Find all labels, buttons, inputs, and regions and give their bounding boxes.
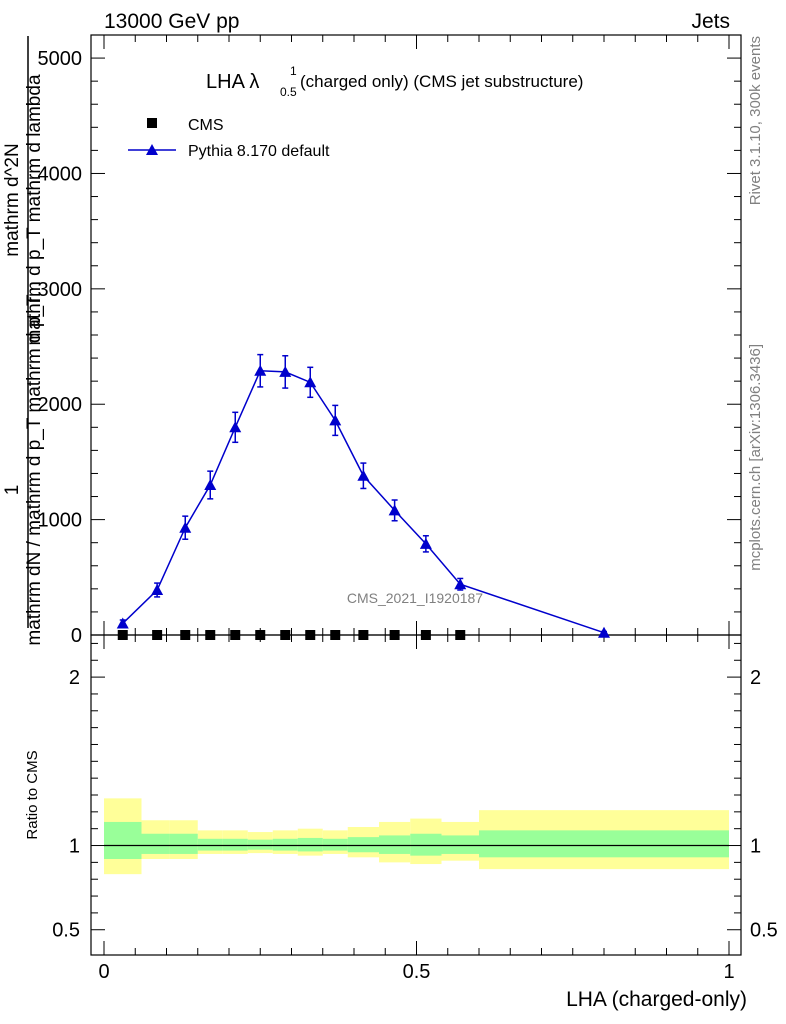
header-left: 13000 GeV pp xyxy=(104,10,239,33)
ratio-axis-ticks: 0.5 0.5 1 1 2 2 0 0.5 1 xyxy=(52,635,778,983)
pythia-point xyxy=(116,617,129,629)
pythia-point xyxy=(229,421,242,433)
pythia-point xyxy=(598,626,610,638)
title-subscript: 0.5 xyxy=(280,85,297,99)
title-main: LHA λ xyxy=(206,71,259,93)
ratio-inner-band xyxy=(410,833,442,856)
ratio-plot-frame xyxy=(90,634,742,956)
main-y-tick-label: 1000 xyxy=(38,510,83,532)
ratio-uncertainty-bands xyxy=(104,798,729,875)
cms-point xyxy=(305,630,316,640)
cms-point xyxy=(255,630,266,640)
header-right: Jets xyxy=(691,10,730,33)
title-rest: (charged only) (CMS jet substructure) xyxy=(300,72,583,91)
ylabel-denominator2: mathrm d p_T mathrm d lambda xyxy=(24,74,45,345)
cms-point xyxy=(358,630,369,640)
cms-point xyxy=(280,630,291,640)
x-axis-label: LHA (charged-only) xyxy=(566,988,747,1011)
main-y-tick-label: 3000 xyxy=(38,279,83,301)
ratio-inner-band xyxy=(222,838,248,851)
analysis-watermark: CMS_2021_I1920187 xyxy=(347,590,483,606)
ylabel-numerator: 1 xyxy=(2,485,23,496)
ratio-y-tick-label: 2 xyxy=(69,667,80,689)
cms-point xyxy=(152,630,163,640)
ratio-inner-band xyxy=(141,833,170,854)
ratio-y-axis-label: Ratio to CMS xyxy=(24,750,41,839)
cms-data-points xyxy=(117,630,466,640)
main-y-axis-label: 1 mathrm dN / mathrm d p_T mathrm d p_T … xyxy=(2,36,45,646)
rivet-version-text: Rivet 3.1.10, 300k events xyxy=(747,36,764,205)
pythia-point xyxy=(204,479,217,490)
ratio-inner-band xyxy=(479,830,729,858)
pythia-point xyxy=(388,504,401,516)
legend-mc-label: Pythia 8.170 default xyxy=(188,143,330,160)
x-tick-label: 1 xyxy=(723,961,734,983)
legend-cms-marker xyxy=(147,118,157,128)
pythia-point xyxy=(254,364,267,376)
ratio-inner-band xyxy=(272,838,298,851)
ratio-inner-band xyxy=(347,837,379,853)
title-superscript: 1 xyxy=(290,64,297,78)
ratio-inner-band xyxy=(379,835,411,854)
legend-mc-marker xyxy=(146,144,158,155)
cms-point xyxy=(455,630,466,640)
main-y-tick-label: 2000 xyxy=(38,394,83,416)
pythia-point xyxy=(179,521,192,533)
main-axis-ticks: 0 1000 2000 3000 4000 5000 xyxy=(38,35,741,647)
ratio-y-tick-label: 0.5 xyxy=(52,920,80,942)
ratio-y-tick-label-right: 2 xyxy=(750,667,761,689)
legend: CMS Pythia 8.170 default xyxy=(128,117,330,160)
ratio-inner-band xyxy=(322,838,348,851)
cms-point xyxy=(205,630,216,640)
main-y-tick-label: 4000 xyxy=(38,163,83,185)
pythia-point xyxy=(151,584,164,595)
pythia-point xyxy=(279,365,292,377)
x-tick-label: 0.5 xyxy=(403,961,431,983)
main-y-tick-label: 0 xyxy=(71,625,82,647)
x-tick-label: 0 xyxy=(98,961,109,983)
pythia-point xyxy=(357,469,370,481)
plot-title: LHA λ 1 0.5 (charged only) (CMS jet subs… xyxy=(206,64,583,99)
ratio-inner-band xyxy=(297,837,323,852)
cms-point xyxy=(230,630,241,640)
ratio-inner-band xyxy=(247,839,273,850)
pythia-point xyxy=(304,376,317,388)
ratio-y-tick-label-right: 0.5 xyxy=(750,920,778,942)
ylabel-numerator2: mathrm d^2N xyxy=(2,143,23,256)
pythia-series xyxy=(116,353,610,638)
ratio-inner-band xyxy=(104,821,142,859)
cms-point xyxy=(180,630,191,640)
cms-point xyxy=(389,630,400,640)
ratio-inner-band xyxy=(441,835,479,854)
ratio-inner-band xyxy=(169,833,198,854)
ratio-y-tick-label: 1 xyxy=(69,836,80,858)
pythia-point xyxy=(454,578,467,590)
ratio-inner-band xyxy=(197,838,223,851)
ylabel-denominator: mathrm dN / mathrm d p_T mathrm d p_T xyxy=(24,294,45,646)
mcplots-reference-text: mcplots.cern.ch [arXiv:1306.3436] xyxy=(747,344,764,571)
ratio-y-tick-label-right: 1 xyxy=(750,836,761,858)
pythia-point xyxy=(419,537,432,549)
main-y-tick-label: 5000 xyxy=(38,48,83,70)
cms-point xyxy=(330,630,341,640)
cms-point xyxy=(420,630,431,640)
pythia-line xyxy=(122,369,605,634)
cms-point xyxy=(117,630,128,640)
legend-cms-label: CMS xyxy=(188,117,224,134)
pythia-point xyxy=(329,414,342,426)
